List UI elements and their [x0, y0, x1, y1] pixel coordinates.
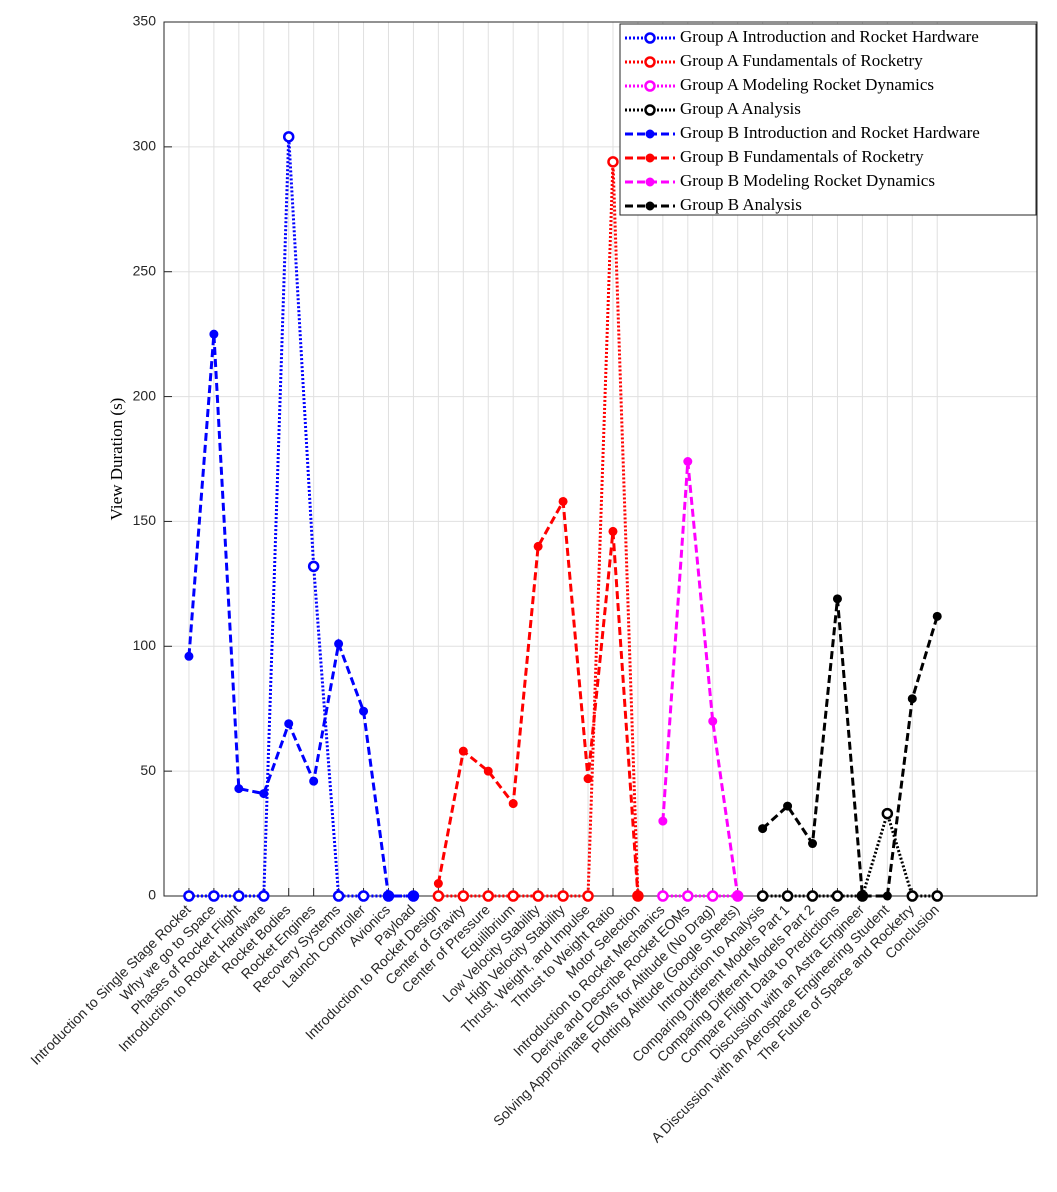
data-point: [558, 496, 568, 506]
data-point: [758, 824, 768, 834]
data-point: [783, 801, 793, 811]
data-point: [233, 890, 245, 902]
data-point: [508, 799, 518, 809]
data-point: [932, 611, 942, 621]
data-point: [282, 131, 295, 143]
data-point: [658, 816, 668, 826]
data-point: [483, 766, 493, 776]
y-tick-label: 350: [133, 13, 157, 29]
data-point: [756, 890, 769, 902]
data-point: [607, 156, 619, 168]
data-point: [284, 719, 294, 729]
data-point: [657, 890, 669, 902]
data-point: [533, 541, 543, 551]
data-point: [359, 706, 369, 716]
data-point: [507, 890, 519, 902]
legend-marker: [645, 201, 655, 211]
y-tick-label: 0: [148, 887, 156, 903]
legend-marker: [645, 177, 655, 187]
data-point: [882, 891, 892, 901]
data-point: [457, 890, 470, 902]
y-axis-label: View Duration (s): [107, 398, 126, 521]
data-point: [458, 746, 468, 756]
data-point: [258, 890, 270, 902]
y-tick-label: 150: [133, 512, 157, 528]
data-point: [683, 456, 693, 466]
data-point: [583, 774, 593, 784]
y-tick-label: 250: [133, 262, 157, 278]
data-point: [334, 639, 344, 649]
data-point: [259, 789, 269, 799]
legend-marker: [645, 153, 655, 163]
data-point: [857, 891, 867, 901]
data-point: [183, 890, 195, 902]
data-point: [357, 890, 370, 902]
legend-label: Group A Analysis: [680, 99, 801, 118]
data-point: [383, 891, 393, 901]
data-point: [608, 526, 618, 536]
data-point: [682, 890, 694, 902]
data-point: [781, 890, 794, 902]
data-point: [307, 560, 320, 573]
data-point: [733, 891, 743, 901]
data-point: [408, 891, 418, 901]
data-point: [234, 784, 244, 794]
legend-label: Group A Fundamentals of Rocketry: [680, 51, 923, 70]
series-line: [438, 161, 640, 898]
legend-label: Group B Modeling Rocket Dynamics: [680, 171, 935, 190]
legend-marker: [644, 80, 656, 92]
data-point: [633, 891, 643, 901]
y-tick-label: 300: [133, 138, 157, 154]
data-point: [582, 890, 594, 902]
data-point: [532, 890, 544, 902]
legend-label: Group B Introduction and Rocket Hardware: [680, 123, 980, 142]
data-point: [906, 890, 919, 902]
data-point: [931, 890, 943, 902]
data-point: [832, 594, 842, 604]
data-point: [557, 890, 569, 902]
plot-frame: [163, 21, 1038, 897]
data-point: [184, 651, 194, 661]
data-point: [706, 890, 719, 902]
legend-marker: [644, 32, 656, 44]
data-point: [808, 839, 818, 849]
y-tick-label: 200: [133, 387, 157, 403]
data-point: [907, 694, 917, 704]
legend-marker: [644, 56, 656, 68]
legend-label: Group B Fundamentals of Rocketry: [680, 147, 924, 166]
series-line: [188, 136, 414, 898]
data-point: [432, 890, 445, 902]
data-point: [332, 890, 345, 902]
legend-label: Group B Analysis: [680, 195, 802, 214]
data-point: [831, 890, 844, 902]
data-point: [433, 879, 443, 889]
data-point: [482, 890, 495, 902]
data-point: [309, 776, 319, 786]
data-point: [209, 329, 219, 339]
legend-label: Group A Modeling Rocket Dynamics: [680, 75, 934, 94]
series-line: [661, 461, 740, 897]
series-line: [761, 598, 939, 898]
data-point: [881, 807, 894, 820]
data-point: [208, 890, 220, 902]
legend-label: Group A Introduction and Rocket Hardware: [680, 27, 979, 46]
y-tick-label: 50: [140, 762, 156, 778]
data-point: [708, 716, 718, 726]
data-point: [806, 890, 819, 902]
legend-marker: [644, 104, 656, 116]
legend-marker: [645, 129, 655, 139]
legend-box: [619, 23, 1037, 216]
series-line: [436, 496, 640, 897]
y-tick-label: 100: [133, 637, 157, 653]
